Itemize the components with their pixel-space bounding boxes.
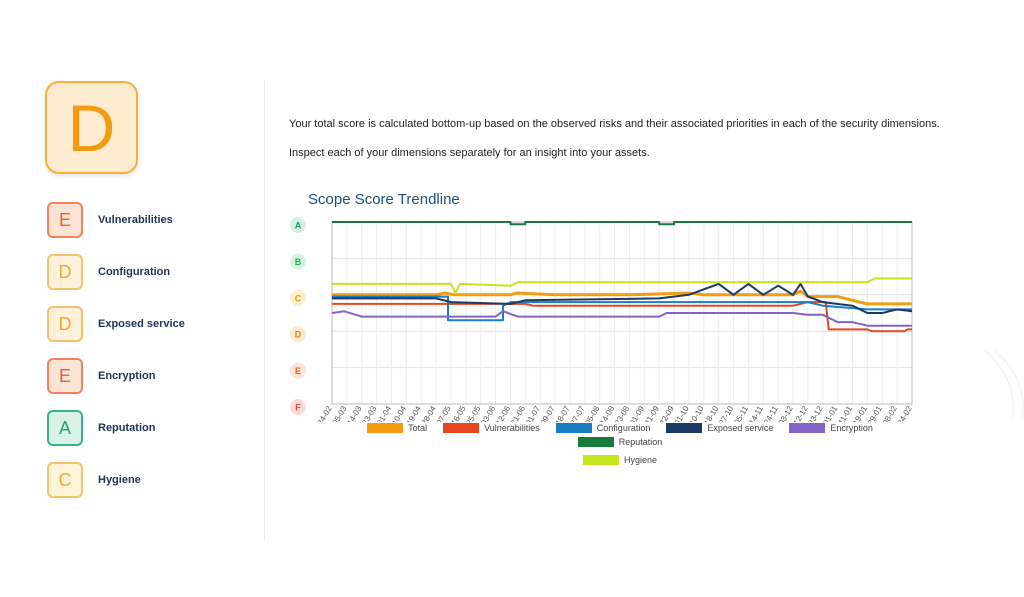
legend-item-encryption[interactable]: Encryption xyxy=(789,423,873,433)
legend-item-configuration[interactable]: Configuration xyxy=(555,423,651,433)
legend-label: Hygiene xyxy=(623,455,658,465)
y-grade-circle xyxy=(290,399,306,415)
plot-area-border xyxy=(331,221,913,405)
legend-label: Total xyxy=(408,423,428,433)
legend-swatch xyxy=(577,437,614,447)
y-tick-label: F xyxy=(295,403,301,413)
legend-item-reputation[interactable]: Reputation xyxy=(577,437,663,447)
series-line-vulnerabilities xyxy=(332,301,912,333)
legend-label: Reputation xyxy=(618,437,663,447)
series-line-total xyxy=(332,289,912,306)
series-line-reputation xyxy=(332,221,912,226)
dimension-row-configuration[interactable]: D Configuration xyxy=(47,254,170,290)
overall-grade-badge: D xyxy=(45,81,138,174)
y-tick-label: C xyxy=(295,293,302,303)
dimension-row-exposed-service[interactable]: D Exposed service xyxy=(47,306,185,342)
y-grade-circle xyxy=(290,253,306,270)
legend-swatch xyxy=(789,423,826,433)
section-divider xyxy=(264,80,265,540)
dimension-label: Reputation xyxy=(98,422,156,434)
legend-label: Encryption xyxy=(830,423,873,433)
legend-item-total[interactable]: Total xyxy=(367,423,427,433)
dimension-label: Configuration xyxy=(98,266,171,278)
y-grade-circle xyxy=(290,326,306,343)
legend-swatch xyxy=(582,455,619,465)
dimension-grade-badge: A xyxy=(47,410,83,446)
legend-swatch xyxy=(367,423,404,433)
dimension-label: Hygiene xyxy=(98,474,141,486)
dimension-grade-badge: D xyxy=(47,254,83,290)
dimension-grade-badge: E xyxy=(47,202,83,238)
dimension-row-reputation[interactable]: A Reputation xyxy=(47,410,155,446)
intro-text-2: Inspect each of your dimensions separate… xyxy=(289,147,650,159)
series-line-encryption xyxy=(331,310,912,327)
legend-item-hygiene[interactable]: Hygiene xyxy=(582,455,658,465)
dimension-label: Encryption xyxy=(98,370,156,382)
legend-item-exposed-service[interactable]: Exposed service xyxy=(666,423,773,433)
dimension-label: Vulnerabilities xyxy=(98,214,173,226)
y-tick-label: A xyxy=(295,221,302,231)
chart-title: Scope Score Trendline xyxy=(308,191,460,208)
y-tick-label: D xyxy=(295,330,302,340)
dimension-row-encryption[interactable]: E Encryption xyxy=(47,358,155,394)
series-line-configuration xyxy=(332,295,912,322)
y-grade-circle xyxy=(290,362,306,379)
y-grade-circle xyxy=(290,217,306,233)
intro-text-1: Your total score is calculated bottom-up… xyxy=(289,118,940,130)
legend-label: Vulnerabilities xyxy=(484,423,540,433)
y-grade-circle xyxy=(290,289,306,306)
series-line-exposed-service xyxy=(332,282,913,314)
decorative-arc-icon xyxy=(983,350,1024,420)
dimension-row-hygiene[interactable]: C Hygiene xyxy=(47,462,141,498)
dimension-grade-badge: C xyxy=(47,462,83,498)
legend-label: Exposed service xyxy=(707,423,774,433)
dimension-row-vulnerabilities[interactable]: E Vulnerabilities xyxy=(47,202,173,238)
dimension-grade-badge: E xyxy=(47,358,83,394)
legend-label: Configuration xyxy=(596,423,651,433)
chart-legend: Total Vulnerabilities Configuration Exposed… xyxy=(330,423,910,465)
legend-swatch xyxy=(555,423,592,433)
y-tick-label: E xyxy=(295,366,301,376)
series-line-hygiene xyxy=(332,277,912,294)
x-tick-label: 24-02 xyxy=(896,404,914,422)
y-tick-label: B xyxy=(295,257,302,267)
legend-item-vulnerabilities[interactable]: Vulnerabilities xyxy=(443,423,540,433)
dimension-grade-badge: D xyxy=(47,306,83,342)
dimension-label: Exposed service xyxy=(98,318,185,330)
legend-swatch xyxy=(666,423,703,433)
legend-swatch xyxy=(443,423,480,433)
